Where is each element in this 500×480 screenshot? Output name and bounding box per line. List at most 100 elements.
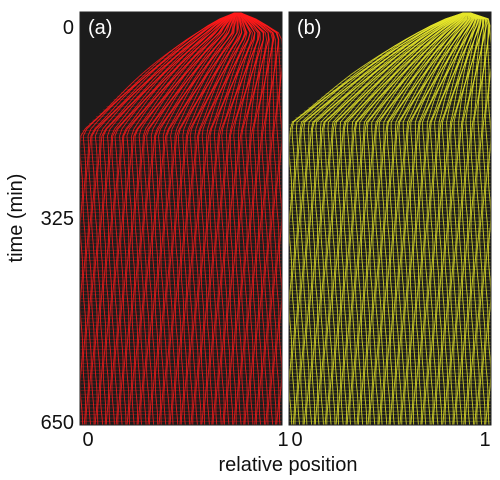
lineage-trace-a-22 — [143, 12, 238, 425]
lineage-trace-b-37 — [395, 12, 470, 425]
lineage-trace-b-64 — [467, 12, 487, 425]
lineage-trace-b-16 — [334, 12, 469, 425]
panel-a-traces — [80, 12, 282, 425]
lineage-trace-a-44 — [206, 12, 251, 425]
panel-a-frame — [79, 11, 283, 426]
lineage-trace-a-55 — [236, 12, 264, 425]
lineage-trace-a-29 — [163, 12, 238, 425]
lineage-trace-b-15 — [332, 12, 468, 425]
lineage-trace-b-41 — [407, 12, 473, 425]
lineage-trace-b-8 — [311, 12, 468, 425]
lineage-trace-a-68 — [238, 12, 281, 425]
lineage-trace-b-12 — [323, 12, 469, 425]
lineage-trace-a-21 — [140, 12, 237, 425]
panel-b-frame — [288, 11, 492, 426]
lineage-trace-a-34 — [177, 12, 240, 425]
lineage-trace-a-53 — [232, 12, 260, 425]
lineage-trace-a-42 — [200, 12, 247, 425]
lineage-trace-b-66 — [465, 12, 489, 425]
lineage-trace-a-27 — [157, 12, 240, 425]
lineage-trace-b-65 — [465, 12, 487, 425]
lineage-trace-a-66 — [236, 12, 279, 425]
lineage-trace-b-53 — [441, 12, 480, 425]
lineage-trace-a-54 — [235, 12, 261, 425]
x-tick-a-1: 1 — [277, 429, 288, 451]
lineage-trace-b-54 — [444, 12, 479, 425]
lineage-trace-b-56 — [450, 12, 483, 425]
lineage-trace-a-17 — [128, 12, 238, 425]
lineage-trace-a-39 — [192, 12, 243, 425]
y-tick-label-0: 0 — [63, 17, 74, 39]
lineage-trace-b-49 — [430, 12, 478, 425]
lineage-trace-a-47 — [215, 12, 253, 425]
lineage-trace-b-38 — [398, 12, 471, 425]
lineage-trace-a-37 — [186, 12, 243, 425]
lineage-trace-b-17 — [337, 12, 467, 425]
lineage-trace-b-28 — [369, 12, 467, 425]
lineage-trace-a-16 — [125, 12, 239, 425]
lineage-trace-b-44 — [415, 12, 474, 425]
lineage-trace-a-51 — [226, 12, 259, 425]
lineage-trace-b-6 — [306, 12, 467, 425]
lineage-trace-a-0 — [80, 12, 238, 425]
lineage-trace-a-32 — [172, 12, 237, 425]
lineage-trace-a-38 — [189, 12, 242, 425]
lineage-trace-a-10 — [108, 12, 237, 425]
lineage-trace-b-27 — [366, 12, 469, 425]
lineage-trace-a-1 — [82, 12, 239, 425]
lineage-trace-a-43 — [203, 12, 248, 425]
lineage-trace-a-49 — [221, 12, 256, 425]
lineage-trace-b-5 — [303, 12, 468, 425]
lineage-trace-b-18 — [340, 12, 467, 425]
lineage-trace-b-19 — [343, 12, 468, 425]
y-axis-label: time (min) — [5, 174, 27, 263]
lineage-trace-b-60 — [461, 12, 485, 425]
lineage-trace-b-62 — [465, 12, 485, 425]
lineage-trace-b-40 — [404, 12, 471, 425]
y-tick-label-2: 650 — [41, 412, 74, 434]
lineage-trace-a-59 — [237, 12, 270, 425]
lineage-trace-a-64 — [238, 12, 274, 425]
panel-b-traces — [289, 12, 491, 425]
lineage-trace-b-34 — [386, 12, 469, 425]
lineage-trace-a-48 — [218, 12, 256, 425]
lineage-trace-a-65 — [236, 12, 276, 425]
lineage-trace-b-59 — [459, 12, 484, 425]
panel-a: (a) — [79, 11, 283, 426]
lineage-trace-a-15 — [123, 12, 239, 425]
lineage-trace-a-26 — [154, 12, 239, 425]
lineage-trace-a-36 — [183, 12, 240, 425]
lineage-trace-a-31 — [169, 12, 239, 425]
y-tick-label-1: 325 — [41, 208, 74, 230]
lineage-trace-b-4 — [300, 12, 468, 425]
lineage-trace-a-52 — [229, 12, 261, 425]
lineage-trace-a-45 — [209, 12, 252, 425]
lineage-trace-a-40 — [195, 12, 246, 425]
lineage-trace-b-45 — [418, 12, 476, 425]
lineage-trace-b-48 — [427, 12, 477, 425]
lineage-trace-a-60 — [238, 12, 269, 425]
lineage-trace-a-56 — [238, 12, 265, 425]
lineage-trace-b-21 — [349, 12, 466, 425]
lineage-trace-b-14 — [329, 12, 466, 425]
lineage-trace-b-47 — [424, 12, 475, 425]
lineage-trace-b-23 — [355, 12, 469, 425]
lineage-trace-b-30 — [375, 12, 469, 425]
lineage-trace-a-6 — [97, 12, 237, 425]
lineage-trace-b-22 — [352, 12, 467, 425]
lineage-trace-b-11 — [320, 12, 467, 425]
lineage-trace-b-7 — [308, 12, 467, 425]
lineage-trace-a-12 — [114, 12, 240, 425]
lineage-trace-a-4 — [91, 12, 239, 425]
x-tick-b-0: 0 — [291, 429, 302, 451]
lineage-trace-a-8 — [102, 12, 239, 425]
x-tick-b-1: 1 — [479, 429, 490, 451]
lineage-trace-b-42 — [409, 12, 473, 425]
x-axis-label: relative position — [219, 454, 358, 476]
lineage-trace-b-33 — [384, 12, 467, 425]
lineage-trace-a-41 — [198, 12, 247, 425]
lineage-trace-b-0 — [289, 12, 467, 425]
x-tick-a-0: 0 — [82, 429, 93, 451]
lineage-trace-b-32 — [381, 12, 467, 425]
